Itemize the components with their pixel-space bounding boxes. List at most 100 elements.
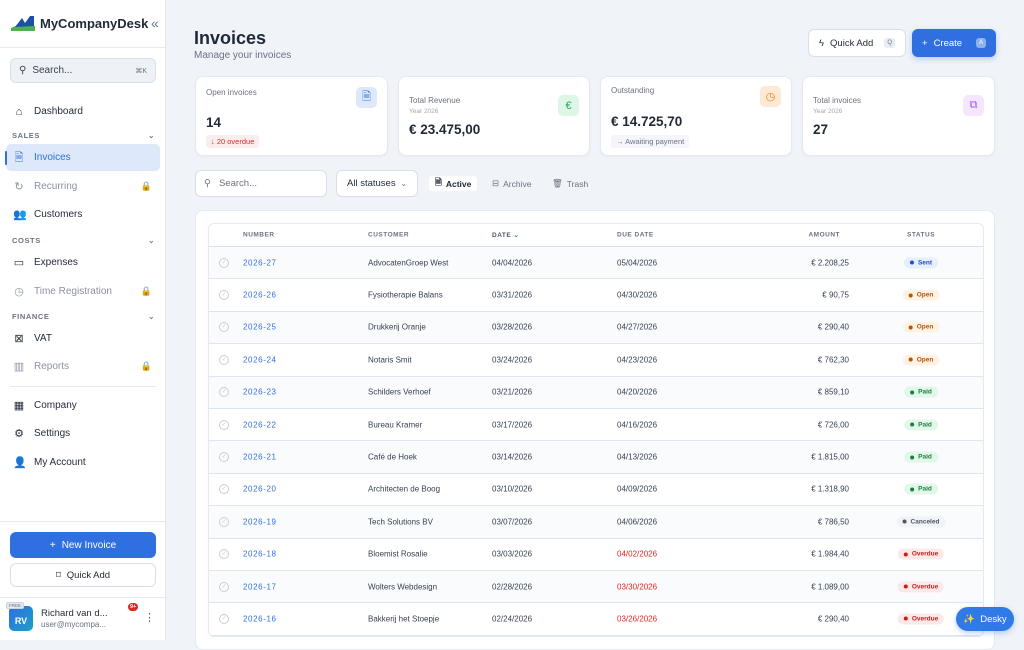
table-row[interactable]: ✓ 2026-18 Bloemist Rosalie 03/03/2026 04/02/… bbox=[209, 539, 983, 571]
column-date[interactable]: DATE ⌄ bbox=[492, 231, 519, 239]
create-button[interactable]: + Create A bbox=[912, 29, 996, 57]
customer-name: Café de Hoek bbox=[368, 452, 417, 462]
select-row-checkbox[interactable]: ✓ bbox=[219, 290, 229, 301]
column-status[interactable]: STATUS bbox=[907, 231, 936, 239]
sidebar-item-dashboard[interactable]: ⌂ Dashboard bbox=[6, 98, 160, 125]
table-row[interactable]: ✓ 2026-16 Bakkerij het Stoepje 02/24/2026 03… bbox=[209, 603, 983, 636]
sidebar-item-reports[interactable]: ▥ Reports 🔒 bbox=[6, 353, 160, 380]
sidebar-item-vat[interactable]: ⊠ VAT bbox=[6, 325, 160, 352]
table-body: ✓ 2026-27 AdvocatenGroep West 04/04/2026 05/… bbox=[209, 247, 983, 636]
more-options-icon[interactable]: ⋮ bbox=[144, 612, 155, 624]
invoice-number-link[interactable]: 2026-17 bbox=[243, 582, 277, 592]
column-customer[interactable]: CUSTOMER bbox=[368, 231, 410, 239]
tab-active[interactable]: 🗎 Active bbox=[429, 176, 478, 191]
quick-add-button[interactable]: ϟ Quick Add Q bbox=[808, 29, 906, 57]
table-row[interactable]: ✓ 2026-24 Notaris Smit 03/24/2026 04/23/2026… bbox=[209, 344, 983, 377]
invoice-number-link[interactable]: 2026-18 bbox=[243, 549, 277, 559]
invoice-number-link[interactable]: 2026-27 bbox=[243, 258, 277, 268]
desky-assistant-button[interactable]: ✨ Desky bbox=[956, 607, 1014, 631]
section-costs[interactable]: COSTS ⌄ bbox=[12, 236, 155, 245]
chevron-down-icon: ⌄ bbox=[400, 179, 407, 188]
section-finance[interactable]: FINANCE ⌄ bbox=[12, 312, 155, 321]
status-filter-select[interactable]: All statuses ⌄ bbox=[336, 170, 418, 197]
sidebar-item-my-account[interactable]: 👤 My Account bbox=[6, 449, 160, 476]
sidebar-item-company[interactable]: ▦ Company bbox=[6, 392, 160, 419]
status-badge: Overdue bbox=[897, 548, 945, 560]
section-sales[interactable]: SALES ⌄ bbox=[12, 131, 155, 140]
column-amount[interactable]: AMOUNT bbox=[808, 231, 840, 239]
select-row-checkbox[interactable]: ✓ bbox=[219, 387, 229, 398]
status-dot-icon bbox=[903, 616, 908, 621]
column-number[interactable]: NUMBER bbox=[243, 231, 275, 239]
select-row-checkbox[interactable]: ✓ bbox=[219, 322, 229, 333]
tab-label: Active bbox=[445, 178, 472, 189]
sidebar-item-invoices[interactable]: 🗎 Invoices bbox=[5, 144, 160, 171]
invoice-number-link[interactable]: 2026-20 bbox=[243, 484, 277, 494]
invoice-number-link[interactable]: 2026-25 bbox=[243, 322, 277, 332]
app-logo[interactable]: MyCompanyDesk bbox=[10, 14, 148, 32]
due-date: 04/06/2026 bbox=[617, 517, 658, 527]
sidebar-search[interactable]: ⚲ Search... ⌘K bbox=[10, 58, 156, 83]
select-row-checkbox[interactable]: ✓ bbox=[219, 613, 229, 624]
divider bbox=[0, 597, 165, 598]
select-row-checkbox[interactable]: ✓ bbox=[219, 549, 229, 560]
invoice-date: 02/28/2026 bbox=[492, 582, 533, 592]
invoice-date: 03/10/2026 bbox=[492, 484, 533, 494]
due-date: 04/27/2026 bbox=[617, 322, 658, 332]
select-row-checkbox[interactable]: ✓ bbox=[219, 484, 229, 495]
collapse-sidebar-icon[interactable]: « bbox=[151, 15, 159, 31]
sidebar-item-time-registration[interactable]: ◷ Time Registration 🔒 bbox=[6, 278, 160, 305]
button-label: New Invoice bbox=[61, 539, 117, 551]
tab-archive[interactable]: ⊟ Archive bbox=[486, 176, 537, 191]
status-dot-icon bbox=[908, 293, 913, 298]
new-invoice-button[interactable]: + New Invoice bbox=[10, 532, 156, 558]
customer-name: Notaris Smit bbox=[368, 355, 412, 365]
table-row[interactable]: ✓ 2026-21 Café de Hoek 03/14/2026 04/13/2026… bbox=[209, 441, 983, 474]
select-row-checkbox[interactable]: ✓ bbox=[219, 516, 229, 527]
invoice-number-link[interactable]: 2026-21 bbox=[243, 452, 277, 462]
invoice-date: 03/31/2026 bbox=[492, 290, 533, 300]
chevron-down-icon: ⌄ bbox=[148, 312, 155, 321]
status-label: Paid bbox=[918, 421, 932, 429]
table-row[interactable]: ✓ 2026-20 Architecten de Boog 03/10/2026 04/… bbox=[209, 474, 983, 507]
notification-badge[interactable]: 9+ bbox=[128, 603, 139, 611]
table-row[interactable]: ✓ 2026-25 Drukkerij Oranje 03/28/2026 04/27/… bbox=[209, 311, 983, 345]
divider bbox=[10, 386, 156, 387]
table-row[interactable]: ✓ 2026-17 Wolters Webdesign 02/28/2026 03/30… bbox=[209, 570, 983, 604]
invoice-date: 03/07/2026 bbox=[492, 517, 533, 527]
invoice-amount: € 762,30 bbox=[817, 355, 849, 365]
home-icon: ⌂ bbox=[15, 105, 23, 118]
sidebar-item-recurring[interactable]: ↻ Recurring 🔒 bbox=[6, 173, 160, 200]
sidebar-item-settings[interactable]: ⚙ Settings bbox=[6, 420, 160, 447]
invoice-search-input[interactable]: ⚲ Search... bbox=[195, 170, 327, 197]
invoice-number-link[interactable]: 2026-16 bbox=[243, 614, 277, 624]
stat-label: Total Revenue bbox=[409, 96, 461, 105]
sidebar-item-customers[interactable]: 👥 Customers bbox=[6, 201, 160, 228]
select-row-checkbox[interactable]: ✓ bbox=[219, 581, 229, 592]
column-due-date[interactable]: DUE DATE bbox=[617, 231, 654, 239]
status-badge: Overdue bbox=[897, 581, 945, 593]
invoice-number-link[interactable]: 2026-26 bbox=[243, 290, 277, 300]
table-row[interactable]: ✓ 2026-23 Schilders Verhoef 03/21/2026 04/20… bbox=[209, 376, 983, 409]
select-row-checkbox[interactable]: ✓ bbox=[219, 354, 229, 365]
select-row-checkbox[interactable]: ✓ bbox=[219, 452, 229, 463]
due-date: 03/26/2026 bbox=[617, 614, 658, 624]
user-menu[interactable]: RV FREE Richard van d... user@mycompa...… bbox=[6, 602, 159, 633]
select-row-checkbox[interactable]: ✓ bbox=[219, 257, 229, 268]
invoice-number-link[interactable]: 2026-23 bbox=[243, 387, 277, 397]
table-row[interactable]: ✓ 2026-19 Tech Solutions BV 03/07/2026 04/06… bbox=[209, 506, 983, 539]
sidebar-item-expenses[interactable]: ▭ Expenses bbox=[6, 249, 160, 276]
invoice-amount: € 90,75 bbox=[822, 290, 849, 300]
invoice-number-link[interactable]: 2026-19 bbox=[243, 517, 277, 527]
tab-trash[interactable]: 🗑 Trash bbox=[546, 176, 594, 191]
invoice-number-link[interactable]: 2026-22 bbox=[243, 420, 277, 430]
table-row[interactable]: ✓ 2026-22 Bureau Kramer 03/17/2026 04/16/202… bbox=[209, 409, 983, 442]
chevron-down-icon: ⌄ bbox=[148, 131, 155, 140]
table-row[interactable]: ✓ 2026-27 AdvocatenGroep West 04/04/2026 05/… bbox=[209, 247, 983, 280]
table-row[interactable]: ✓ 2026-26 Fysiotherapie Balans 03/31/2026 04… bbox=[209, 279, 983, 312]
invoice-number-link[interactable]: 2026-24 bbox=[243, 355, 277, 365]
select-row-checkbox[interactable]: ✓ bbox=[219, 419, 229, 430]
customer-name: Drukkerij Oranje bbox=[368, 322, 426, 332]
sidebar-quick-add-button[interactable]: ⌑ Quick Add bbox=[10, 563, 156, 587]
clock-icon: ◷ bbox=[760, 86, 781, 107]
